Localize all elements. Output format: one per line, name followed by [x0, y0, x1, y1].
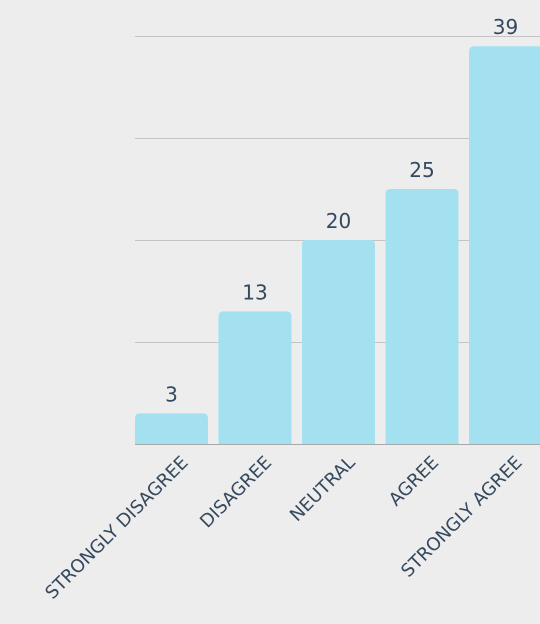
data-label: 25	[409, 158, 434, 182]
data-label: 20	[326, 209, 351, 233]
bar	[469, 46, 540, 444]
category-labels: STRONGLY DISAGREE DISAGREE NEUTRAL AGREESTR…	[41, 452, 526, 603]
data-label: 13	[242, 280, 267, 304]
category-label: AGREE	[385, 452, 443, 510]
data-label: 3	[165, 382, 178, 406]
category-label: DISAGREE	[196, 452, 276, 532]
category-label: STRONGLY DISAGREE	[41, 452, 192, 603]
bars	[135, 46, 540, 444]
category-label: NEUTRAL	[286, 452, 360, 526]
value-labels: 3 13 20 25 39	[165, 15, 518, 406]
bar	[385, 189, 459, 444]
bar	[135, 413, 208, 444]
bar	[218, 311, 292, 444]
bar	[302, 240, 375, 444]
data-label: 39	[493, 15, 518, 39]
